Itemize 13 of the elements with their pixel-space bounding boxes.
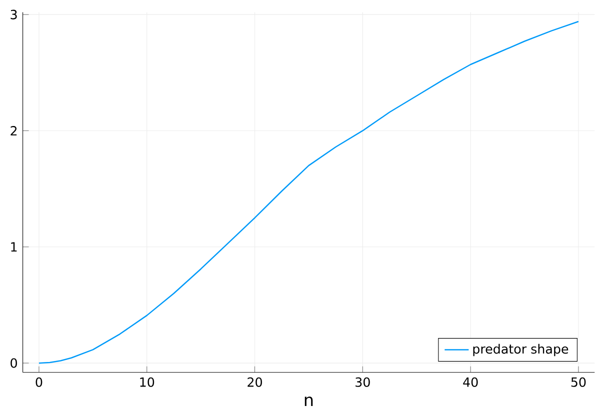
x-tick-label: 50 xyxy=(571,377,586,388)
y-tick-label: 2 xyxy=(10,126,17,136)
x-tick-label: 30 xyxy=(356,377,370,388)
x-tick-label: 10 xyxy=(140,377,154,388)
legend-label: predator shape xyxy=(473,344,568,356)
line-series xyxy=(38,20,580,364)
y-tick-label: 1 xyxy=(11,242,17,252)
y-tick-label: 3 xyxy=(10,10,17,20)
x-axis-title: n xyxy=(304,396,313,406)
x-tick-label: 20 xyxy=(248,377,262,388)
x-tick-label: 40 xyxy=(463,377,478,388)
x-tick-label: 0 xyxy=(36,377,42,388)
y-tick-label: 0 xyxy=(10,358,17,368)
